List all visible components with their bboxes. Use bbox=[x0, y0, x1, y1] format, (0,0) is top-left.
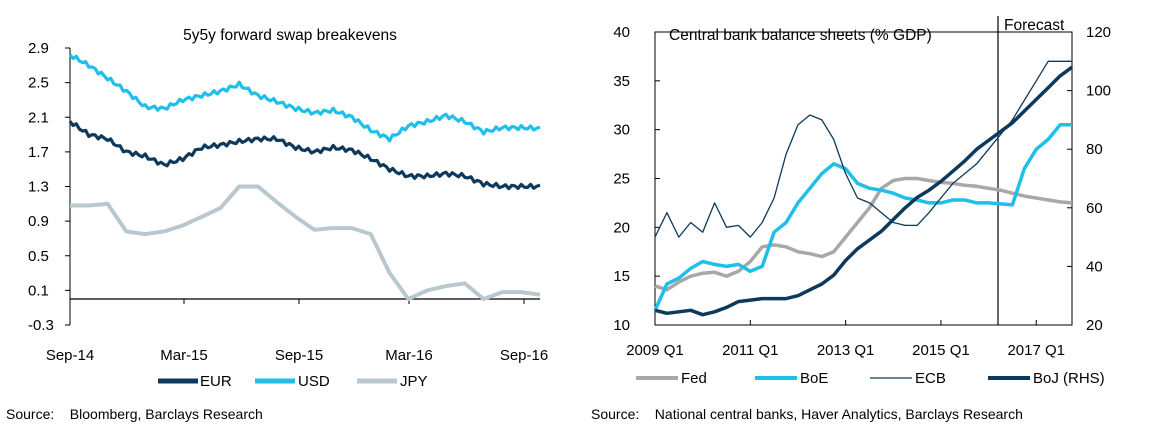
series-line-fed bbox=[654, 176, 1073, 292]
right-y-tick-label: 20 bbox=[1086, 317, 1103, 334]
legend-label-boj: BoJ (RHS) bbox=[1033, 370, 1105, 387]
y-tick-label: 1.7 bbox=[28, 144, 49, 161]
legend-label-boe: BoE bbox=[800, 370, 828, 387]
left-y-tick-label: 40 bbox=[613, 24, 630, 41]
x-tick-label: Sep-16 bbox=[500, 347, 548, 364]
legend-label-usd: USD bbox=[298, 373, 330, 390]
balance-sheets-left-axis: 40 35 30 25 20 15 10 bbox=[613, 24, 660, 334]
left-y-tick-label: 15 bbox=[613, 268, 630, 285]
left-y-tick-label: 10 bbox=[613, 317, 630, 334]
x-tick-label: Sep-14 bbox=[46, 347, 94, 364]
breakevens-source-note: Source: Bloomberg, Barclays Research bbox=[6, 406, 263, 422]
breakevens-chart: 5y5y forward swap breakevens 2.9 2.5 2.1 1.… bbox=[6, 27, 548, 422]
right-y-tick-label: 40 bbox=[1086, 258, 1103, 275]
breakevens-x-axis: Sep-14 Mar-15 Sep-15 Mar-16 Sep-16 bbox=[46, 299, 548, 364]
breakevens-series bbox=[68, 53, 541, 301]
series-line-boe bbox=[653, 123, 1072, 312]
right-y-tick-label: 80 bbox=[1086, 141, 1103, 158]
balance-sheets-source-note: Source: National central banks, Haver An… bbox=[591, 406, 1023, 422]
left-y-tick-label: 35 bbox=[613, 73, 630, 90]
y-tick-label: 0.9 bbox=[28, 213, 49, 230]
x-tick-label: 2011 Q1 bbox=[722, 342, 778, 359]
balance-sheets-x-axis: 2009 Q1 2011 Q1 2013 Q1 2015 Q1 2017 Q1 bbox=[626, 320, 1065, 359]
series-line-eur bbox=[68, 120, 541, 191]
y-tick-label: 0.5 bbox=[28, 248, 49, 265]
x-tick-label: Mar-15 bbox=[160, 347, 208, 364]
left-y-tick-label: 25 bbox=[613, 171, 630, 188]
series-line-usd bbox=[68, 53, 541, 143]
y-tick-label: 1.3 bbox=[28, 179, 49, 196]
balance-sheets-right-axis: 120 100 80 60 40 20 bbox=[1067, 24, 1111, 334]
left-y-tick-label: 20 bbox=[613, 219, 630, 236]
right-y-tick-label: 100 bbox=[1086, 83, 1111, 100]
right-y-tick-label: 120 bbox=[1086, 24, 1111, 41]
x-tick-label: 2013 Q1 bbox=[817, 342, 875, 359]
y-tick-label: 0.1 bbox=[28, 282, 49, 299]
forecast-label: Forecast bbox=[1004, 17, 1065, 34]
series-line-boj-rhs bbox=[654, 65, 1074, 317]
series-line-ecb bbox=[654, 60, 1072, 238]
balance-sheets-plot-frame bbox=[654, 31, 1073, 326]
legend-label-eur: EUR bbox=[200, 373, 232, 390]
x-tick-label: 2015 Q1 bbox=[912, 342, 970, 359]
legend-label-ecb: ECB bbox=[915, 370, 946, 387]
balance-sheets-legend: Fed BoE ECB BoJ (RHS) bbox=[636, 370, 1105, 387]
balance-sheets-chart-title: Central bank balance sheets (% GDP) bbox=[669, 27, 932, 44]
legend-label-jpy: JPY bbox=[400, 373, 428, 390]
breakevens-chart-title: 5y5y forward swap breakevens bbox=[183, 27, 397, 44]
y-tick-label: 2.1 bbox=[28, 109, 49, 126]
series-line-jpy bbox=[70, 184, 541, 301]
balance-sheets-series bbox=[653, 60, 1074, 317]
breakevens-y-axis: 2.9 2.5 2.1 1.7 1.3 0.9 0.5 0.1 -0.3 bbox=[28, 40, 71, 334]
legend-label-fed: Fed bbox=[681, 370, 707, 387]
breakevens-legend: EUR USD JPY bbox=[158, 373, 428, 390]
x-tick-label: Mar-16 bbox=[385, 347, 433, 364]
y-tick-label: -0.3 bbox=[28, 317, 54, 334]
x-tick-label: 2009 Q1 bbox=[626, 342, 684, 359]
left-y-tick-label: 30 bbox=[613, 122, 630, 139]
y-tick-label: 2.9 bbox=[28, 40, 49, 57]
x-tick-label: 2017 Q1 bbox=[1007, 342, 1065, 359]
y-tick-label: 2.5 bbox=[28, 75, 49, 92]
balance-sheets-chart: Central bank balance sheets (% GDP) Fore… bbox=[591, 16, 1111, 422]
right-y-tick-label: 60 bbox=[1086, 200, 1103, 217]
x-tick-label: Sep-15 bbox=[275, 347, 323, 364]
